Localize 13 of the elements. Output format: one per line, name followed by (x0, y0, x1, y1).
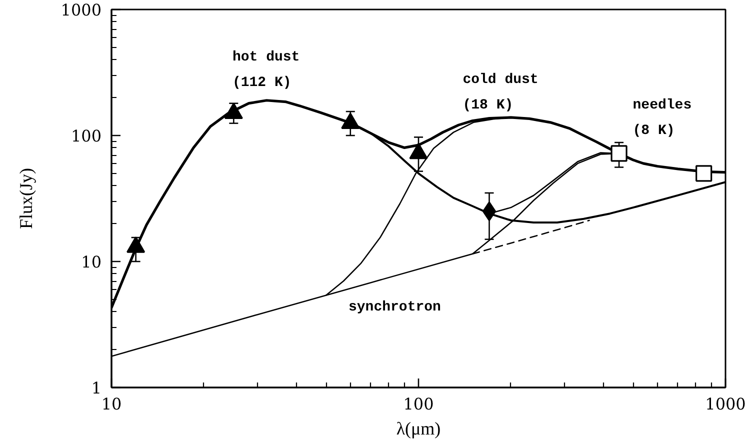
annotation: hot dust (112 K) (232, 50, 300, 92)
annotation: cold dust (18 K) (462, 72, 538, 114)
annotation: needles (8 K) (632, 98, 692, 140)
x-axis-title: λ(μm) (396, 418, 441, 438)
y-tick-label: 1 (91, 378, 102, 398)
y-axis-title: Flux(Jy) (16, 168, 36, 229)
x-tick-label: 100 (403, 394, 434, 414)
y-tick-label: 1000 (60, 0, 102, 20)
x-tick-label: 10 (101, 394, 122, 414)
y-tick-label: 10 (81, 252, 102, 272)
y-tick-label: 100 (70, 126, 102, 146)
annotation: synchrotron (348, 299, 441, 316)
x-tick-label: 1000 (705, 394, 746, 414)
